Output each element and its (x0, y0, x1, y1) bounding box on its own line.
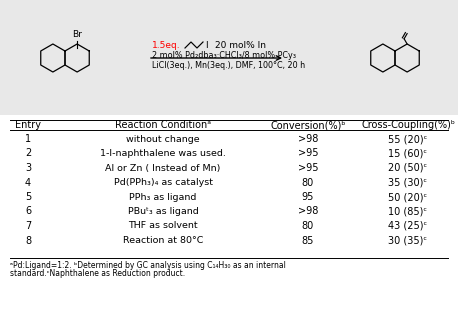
Text: 3: 3 (25, 163, 31, 173)
Text: Cross-Coupling(%)ᵇ: Cross-Coupling(%)ᵇ (361, 120, 455, 130)
Text: 5: 5 (25, 192, 31, 202)
Text: PBuᵗ₃ as ligand: PBuᵗ₃ as ligand (128, 207, 198, 216)
Text: >95: >95 (298, 148, 318, 158)
Text: I: I (205, 40, 207, 49)
Text: 1: 1 (25, 134, 31, 144)
Text: >95: >95 (298, 163, 318, 173)
Text: 1-I-naphthalene was used.: 1-I-naphthalene was used. (100, 149, 226, 158)
Text: Reaction at 80°C: Reaction at 80°C (123, 236, 203, 245)
Text: 10 (85)ᶜ: 10 (85)ᶜ (388, 207, 427, 217)
Text: THF as solvent: THF as solvent (128, 222, 198, 230)
Text: 8: 8 (25, 235, 31, 245)
Text: PPh₃ as ligand: PPh₃ as ligand (129, 192, 196, 202)
Text: 55 (20)ᶜ: 55 (20)ᶜ (388, 134, 428, 144)
Text: Al or Zn ( Instead of Mn): Al or Zn ( Instead of Mn) (105, 163, 221, 172)
Text: 15 (60)ᶜ: 15 (60)ᶜ (388, 148, 427, 158)
Text: Pd(PPh₃)₄ as catalyst: Pd(PPh₃)₄ as catalyst (114, 178, 213, 187)
Text: 80: 80 (302, 221, 314, 231)
Text: 2: 2 (25, 148, 31, 158)
Text: 4: 4 (25, 177, 31, 187)
Text: 50 (20)ᶜ: 50 (20)ᶜ (388, 192, 428, 202)
Text: without change: without change (126, 135, 200, 143)
Text: >98: >98 (298, 207, 318, 217)
Text: 6: 6 (25, 207, 31, 217)
Text: 95: 95 (302, 192, 314, 202)
Text: Reaction Conditionᵃ: Reaction Conditionᵃ (115, 120, 211, 130)
Text: 80: 80 (302, 177, 314, 187)
Bar (0, 0, 458, 115)
Text: Entry: Entry (15, 120, 41, 130)
Text: 7: 7 (25, 221, 31, 231)
Text: LiCl(3eq.), Mn(3eq.), DMF, 100°C, 20 h: LiCl(3eq.), Mn(3eq.), DMF, 100°C, 20 h (152, 60, 305, 69)
Text: 85: 85 (302, 235, 314, 245)
Text: standard.ᶜNaphthalene as Reduction product.: standard.ᶜNaphthalene as Reduction produ… (10, 269, 185, 279)
Text: 30 (35)ᶜ: 30 (35)ᶜ (388, 235, 427, 245)
Text: ᵃPd:Ligand=1:2. ᵇDetermined by GC analysis using C₁₄H₃₀ as an internal: ᵃPd:Ligand=1:2. ᵇDetermined by GC analys… (10, 260, 286, 269)
Text: 1.5eq.: 1.5eq. (152, 40, 180, 49)
Text: 2 mol% Pd₂dba₃·CHCl₃/8 mol% PCy₃: 2 mol% Pd₂dba₃·CHCl₃/8 mol% PCy₃ (152, 52, 296, 60)
Text: Br: Br (72, 30, 82, 39)
Text: 20 (50)ᶜ: 20 (50)ᶜ (388, 163, 428, 173)
Text: 35 (30)ᶜ: 35 (30)ᶜ (388, 177, 427, 187)
Text: 43 (25)ᶜ: 43 (25)ᶜ (388, 221, 428, 231)
Text: Conversion(%)ᵇ: Conversion(%)ᵇ (270, 120, 346, 130)
Text: 20 mol% In: 20 mol% In (215, 40, 266, 49)
Text: >98: >98 (298, 134, 318, 144)
